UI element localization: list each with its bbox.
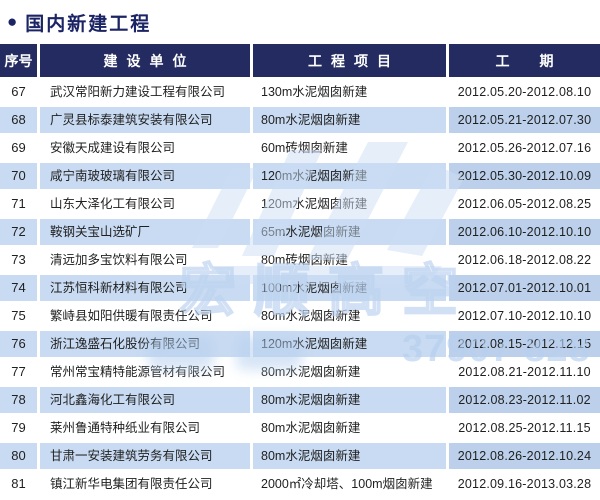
row-company: 咸宁南玻玻璃有限公司 (40, 163, 250, 189)
row-period: 2012.07.10-2012.10.10 (457, 309, 592, 323)
table-row: 75 繁峙县如阳供暖有限责任公司 80m水泥烟囱新建 2012.07.10-20… (0, 303, 600, 329)
row-project: 80m水泥烟囱新建 (261, 365, 361, 379)
table-header: 序号 建设单位 工程项目 工期 (0, 44, 600, 77)
column-header-company: 建设单位 (40, 44, 250, 77)
table-row: 71 山东大泽化工有限公司 120m水泥烟囱新建 2012.06.05-2012… (0, 191, 600, 217)
row-project: 130m水泥烟囱新建 (261, 85, 368, 99)
row-project: 80m水泥烟囱新建 (253, 107, 446, 133)
row-project: 60m砖烟囱新建 (261, 141, 348, 155)
row-company: 浙江逸盛石化股份有限公司 (40, 331, 250, 357)
row-number: 68 (0, 107, 37, 133)
row-project: 100m水泥烟囱新建 (253, 275, 446, 301)
table-row: 68 广灵县标泰建筑安装有限公司 80m水泥烟囱新建 2012.05.21-20… (0, 107, 600, 133)
row-period: 2012.05.30-2012.10.09 (449, 163, 600, 189)
row-project: 80m水泥烟囱新建 (253, 443, 446, 469)
row-project: 120m水泥烟囱新建 (253, 163, 446, 189)
table-row: 76 浙江逸盛石化股份有限公司 120m水泥烟囱新建 2012.08.15-20… (0, 331, 600, 357)
row-period: 2012.05.20-2012.08.10 (457, 85, 592, 99)
row-project: 80m水泥烟囱新建 (261, 309, 361, 323)
table-row: 74 江苏恒科新材料有限公司 100m水泥烟囱新建 2012.07.01-201… (0, 275, 600, 301)
row-project: 80m水泥烟囱新建 (253, 387, 446, 413)
row-period: 2012.08.25-2012.11.15 (458, 421, 591, 435)
row-project: 120m水泥烟囱新建 (261, 197, 368, 211)
column-header-period: 工期 (449, 44, 600, 77)
row-project: 80m砖烟囱新建 (261, 253, 348, 267)
row-company: 繁峙县如阳供暖有限责任公司 (50, 309, 213, 323)
table-row: 72 鞍钢关宝山选矿厂 65m水泥烟囱新建 2012.06.10-2012.10… (0, 219, 600, 245)
row-company: 常州常宝精特能源管材有限公司 (50, 365, 226, 379)
row-company: 广灵县标泰建筑安装有限公司 (40, 107, 250, 133)
table-row: 70 咸宁南玻玻璃有限公司 120m水泥烟囱新建 2012.05.30-2012… (0, 163, 600, 189)
row-number: 69 (11, 140, 26, 155)
row-number: 77 (11, 364, 26, 379)
row-company: 山东大泽化工有限公司 (50, 197, 176, 211)
row-period: 2012.08.26-2012.10.24 (449, 443, 600, 469)
table-row: 73 清远加多宝饮料有限公司 80m砖烟囱新建 2012.06.18-2012.… (0, 247, 600, 273)
row-number: 79 (11, 420, 26, 435)
row-company: 甘肃一安装建筑劳务有限公司 (40, 443, 250, 469)
table-row: 78 河北鑫海化工有限公司 80m水泥烟囱新建 2012.08.23-2012.… (0, 387, 600, 413)
row-period: 2012.08.15-2012.12.15 (449, 331, 600, 357)
row-number: 70 (0, 163, 37, 189)
row-project: 65m水泥烟囱新建 (253, 219, 446, 245)
row-company: 鞍钢关宝山选矿厂 (40, 219, 250, 245)
table-row: 69 安徽天成建设有限公司 60m砖烟囱新建 2012.05.26-2012.0… (0, 135, 600, 161)
page-title-text: 国内新建工程 (25, 13, 152, 35)
row-period: 2012.08.23-2012.11.02 (449, 387, 600, 413)
table-row: 77 常州常宝精特能源管材有限公司 80m水泥烟囱新建 2012.08.21-2… (0, 359, 600, 385)
row-project: 80m水泥烟囱新建 (261, 421, 361, 435)
row-period: 2012.06.05-2012.08.25 (457, 197, 592, 211)
column-header-no: 序号 (0, 44, 37, 77)
row-company: 江苏恒科新材料有限公司 (40, 275, 250, 301)
row-number: 71 (11, 196, 26, 211)
row-project: 2000㎡冷却塔、100m烟囱新建 (261, 477, 433, 491)
row-number: 75 (11, 308, 26, 323)
row-number: 67 (11, 84, 26, 99)
row-number: 80 (0, 443, 37, 469)
row-company: 安徽天成建设有限公司 (50, 141, 176, 155)
row-number: 78 (0, 387, 37, 413)
table-body: 67 武汉常阳新力建设工程有限公司 130m水泥烟囱新建 2012.05.20-… (0, 79, 600, 497)
row-number: 76 (0, 331, 37, 357)
row-number: 74 (0, 275, 37, 301)
row-company: 武汉常阳新力建设工程有限公司 (50, 85, 226, 99)
row-company: 镇江新华电集团有限责任公司 (50, 477, 213, 491)
row-company: 河北鑫海化工有限公司 (40, 387, 250, 413)
row-period: 2012.08.21-2012.11.10 (458, 365, 591, 379)
column-header-project: 工程项目 (253, 44, 446, 77)
row-period: 2012.09.16-2013.03.28 (457, 477, 592, 491)
table-row: 79 莱州鲁通特种纸业有限公司 80m水泥烟囱新建 2012.08.25-201… (0, 415, 600, 441)
row-number: 81 (11, 476, 26, 491)
row-company: 清远加多宝饮料有限公司 (50, 253, 188, 267)
row-number: 72 (0, 219, 37, 245)
bullet-icon: ● (7, 11, 18, 31)
row-number: 73 (11, 252, 26, 267)
table-row: 67 武汉常阳新力建设工程有限公司 130m水泥烟囱新建 2012.05.20-… (0, 79, 600, 105)
row-period: 2012.07.01-2012.10.01 (449, 275, 600, 301)
table-row: 80 甘肃一安装建筑劳务有限公司 80m水泥烟囱新建 2012.08.26-20… (0, 443, 600, 469)
row-period: 2012.06.10-2012.10.10 (449, 219, 600, 245)
row-period: 2012.05.21-2012.07.30 (449, 107, 600, 133)
row-period: 2012.06.18-2012.08.22 (457, 253, 592, 267)
page-title: ● 国内新建工程 (0, 0, 600, 44)
row-company: 莱州鲁通特种纸业有限公司 (50, 421, 201, 435)
row-project: 120m水泥烟囱新建 (253, 331, 446, 357)
row-period: 2012.05.26-2012.07.16 (457, 141, 592, 155)
table-row: 81 镇江新华电集团有限责任公司 2000㎡冷却塔、100m烟囱新建 2012.… (0, 471, 600, 497)
